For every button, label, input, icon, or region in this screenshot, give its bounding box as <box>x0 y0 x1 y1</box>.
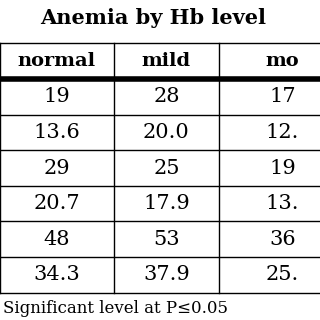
Text: mild: mild <box>142 52 191 70</box>
Text: 17: 17 <box>269 87 296 106</box>
Text: 25: 25 <box>153 158 180 178</box>
Text: 53: 53 <box>153 230 180 249</box>
Text: mo: mo <box>266 52 299 70</box>
Text: Anemia by Hb level: Anemia by Hb level <box>41 8 267 28</box>
Text: 48: 48 <box>44 230 70 249</box>
Text: 19: 19 <box>44 87 70 106</box>
Text: 13.6: 13.6 <box>33 123 80 142</box>
Text: 19: 19 <box>269 158 296 178</box>
Text: 34.3: 34.3 <box>33 266 80 284</box>
Text: 13.: 13. <box>266 194 299 213</box>
Text: Significant level at P≤0.05: Significant level at P≤0.05 <box>3 300 228 317</box>
Text: 17.9: 17.9 <box>143 194 190 213</box>
Text: 37.9: 37.9 <box>143 266 190 284</box>
Text: 25.: 25. <box>266 266 299 284</box>
Text: 20.0: 20.0 <box>143 123 190 142</box>
Text: normal: normal <box>18 52 96 70</box>
Text: 28: 28 <box>153 87 180 106</box>
Text: 12.: 12. <box>266 123 299 142</box>
Text: 29: 29 <box>44 158 70 178</box>
Text: 36: 36 <box>269 230 296 249</box>
Text: 20.7: 20.7 <box>34 194 80 213</box>
